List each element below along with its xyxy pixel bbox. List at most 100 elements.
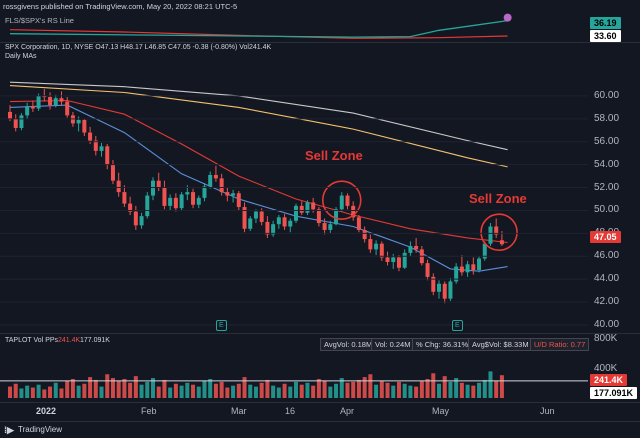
candle-body: [36, 95, 41, 109]
candle-body: [276, 217, 281, 225]
candle-body: [471, 264, 476, 271]
candle-body: [225, 192, 230, 196]
volume-bar: [322, 380, 327, 398]
volume-bar: [179, 385, 184, 398]
candle-body: [105, 146, 110, 165]
volume-bar: [236, 383, 241, 398]
volume-bar: [25, 385, 30, 398]
volume-bar: [396, 381, 401, 398]
rs-line: [9, 19, 508, 38]
rs-line-label: FLS/$SPX's RS Line: [5, 16, 74, 25]
earnings-marker-2[interactable]: E: [452, 320, 463, 331]
time-tick-label: Jun: [540, 406, 555, 416]
candle-body: [465, 264, 470, 273]
volume-bar: [471, 385, 476, 398]
volume-bar: [76, 385, 81, 398]
volume-bar: [459, 382, 464, 398]
candle-body: [191, 192, 196, 205]
candle-body: [311, 202, 316, 210]
volume-bar: [339, 378, 344, 398]
price-tick-label: 52.00: [594, 181, 620, 193]
vol-legend: TAPLOT Vol PPs: [5, 337, 59, 344]
candle-body: [59, 98, 64, 102]
volume-bar: [42, 389, 47, 398]
sell-zone-label-2: Sell Zone: [469, 191, 527, 206]
time-tick-label: Mar: [231, 406, 247, 416]
volume-bar: [402, 383, 407, 398]
candle-body: [213, 174, 218, 179]
candle-body: [133, 211, 138, 226]
candle-body: [305, 202, 310, 213]
price-tick-label: 46.00: [594, 250, 620, 262]
candle-body: [345, 195, 350, 206]
volume-bar: [36, 384, 41, 398]
candle-body: [231, 193, 236, 196]
volume-bar: [299, 384, 304, 398]
candle-body: [454, 266, 459, 282]
rs-tag-high: 36.19: [590, 17, 621, 29]
price-tick-label: 60.00: [594, 89, 620, 101]
candle-body: [334, 209, 339, 225]
volume-bar: [477, 382, 482, 398]
candle-body: [156, 180, 161, 188]
earnings-marker-1[interactable]: E: [216, 320, 227, 331]
volume-bar: [488, 371, 493, 398]
candle-body: [248, 218, 253, 229]
candle-body: [391, 257, 396, 262]
price-tick-label: 44.00: [594, 273, 620, 285]
volume-bar: [425, 379, 430, 398]
volume-bar: [305, 382, 310, 398]
candle-body: [173, 197, 178, 209]
volume-bar: [465, 384, 470, 398]
volume-bar: [110, 378, 115, 398]
volume-bar: [345, 382, 350, 398]
volume-bar: [202, 380, 207, 398]
volume-bar: [259, 382, 264, 398]
volume-bar: [82, 383, 87, 398]
volume-bar: [30, 387, 35, 398]
volume-bar: [196, 386, 201, 398]
candle-body: [8, 111, 12, 119]
candle-body: [208, 174, 213, 187]
volume-bar: [374, 384, 379, 398]
volume-bar: [328, 386, 333, 398]
candle-body: [25, 106, 30, 116]
candle-body: [402, 252, 407, 268]
volume-bar: [242, 377, 247, 398]
volume-bar: [499, 375, 504, 398]
vol-legend-val1: 241.4K: [58, 337, 81, 344]
candle-body: [488, 226, 493, 244]
volume-bar: [362, 377, 367, 398]
stat-avgdollar: Avg$Vol: $8.33M: [468, 338, 533, 351]
candle-body: [202, 186, 207, 198]
candle-body: [13, 118, 18, 128]
candle-body: [328, 224, 333, 230]
candle-body: [48, 97, 53, 106]
candle-body: [110, 164, 115, 181]
candle-body: [19, 115, 24, 128]
price-tick-label: 54.00: [594, 158, 620, 170]
candle-body: [53, 98, 58, 106]
volume-bar: [162, 379, 167, 398]
volume-bar: [156, 386, 161, 398]
ma-line-xlong: [9, 81, 508, 151]
candle-body: [76, 119, 81, 124]
volume-bar: [105, 374, 110, 398]
volume-bar: [231, 385, 236, 398]
candle-body: [236, 193, 241, 208]
volume-bar: [288, 386, 293, 398]
vol-label-400k: 400K: [594, 363, 618, 374]
sell-zone-circle-2: [480, 213, 518, 252]
candle-body: [139, 216, 144, 226]
time-tick-label: May: [432, 406, 450, 416]
candle-body: [351, 205, 356, 218]
tradingview-logo-icon: ⁞▶: [4, 425, 14, 435]
volume-bar: [253, 386, 258, 398]
candle-body: [459, 266, 464, 273]
vol-avg-tag: 177.091K: [590, 387, 638, 399]
volume-bar: [494, 380, 499, 398]
candle-body: [437, 283, 441, 292]
candle-body: [339, 195, 344, 210]
volume-bar: [442, 376, 447, 398]
volume-bar: [185, 382, 190, 398]
